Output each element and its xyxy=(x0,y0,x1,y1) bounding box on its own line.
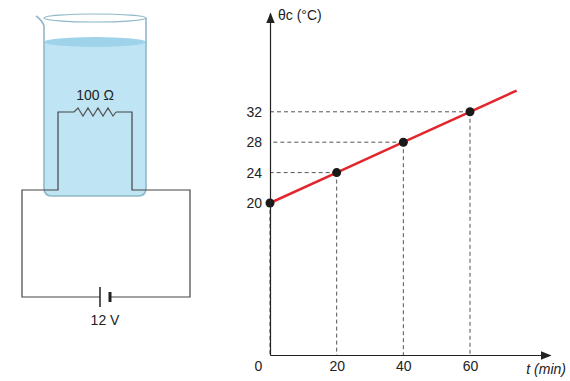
battery-label: 12 V xyxy=(91,312,120,328)
data-point xyxy=(332,168,341,177)
wire xyxy=(22,112,190,297)
guide-line xyxy=(336,173,337,355)
beaker-rim xyxy=(44,14,146,22)
tick: 28 xyxy=(246,134,270,150)
x-axis: 0 20 40 60 xyxy=(255,355,551,374)
circuit-diagram: 100 Ω 12 V xyxy=(22,14,190,328)
y-axis: 20 24 28 32 xyxy=(246,14,270,356)
tick: 20 xyxy=(246,195,270,211)
tick: 0 xyxy=(255,355,271,374)
guide-line xyxy=(270,142,403,143)
axis-line xyxy=(270,14,271,356)
canvas: 100 Ω 12 V 20 24 28 32 0 20 40 60 θc (°C) t (min) xyxy=(0,0,570,381)
tick-label: 0 xyxy=(255,358,263,374)
plot-area xyxy=(266,91,517,355)
axis-line xyxy=(271,355,551,356)
battery-plate xyxy=(109,292,112,302)
tick: 60 xyxy=(463,355,479,374)
tick-label: 28 xyxy=(246,134,262,150)
tick-label: 60 xyxy=(463,358,479,374)
beaker xyxy=(36,16,146,196)
resistor xyxy=(74,108,116,116)
tick-label: 32 xyxy=(246,104,262,120)
guide-line xyxy=(270,172,337,173)
liquid-surface xyxy=(44,37,146,47)
resistor-label: 100 Ω xyxy=(76,87,114,103)
tick: 32 xyxy=(246,104,270,120)
data-line xyxy=(270,91,517,203)
tick: 20 xyxy=(329,355,345,374)
tick-label: 20 xyxy=(329,358,345,374)
data-point xyxy=(399,138,408,147)
guide-line xyxy=(403,142,404,355)
guide-line xyxy=(270,111,470,112)
guide-line xyxy=(470,112,471,355)
tick: 24 xyxy=(246,165,270,181)
tick-label: 20 xyxy=(246,195,262,211)
data-point xyxy=(466,107,475,116)
tick: 40 xyxy=(396,355,412,374)
liquid xyxy=(44,42,146,196)
y-axis-title: θc (°C) xyxy=(278,7,322,23)
x-axis-title: t (min) xyxy=(526,361,566,377)
battery-plate xyxy=(99,287,101,307)
tick-label: 40 xyxy=(396,358,412,374)
tick-label: 24 xyxy=(246,165,262,181)
